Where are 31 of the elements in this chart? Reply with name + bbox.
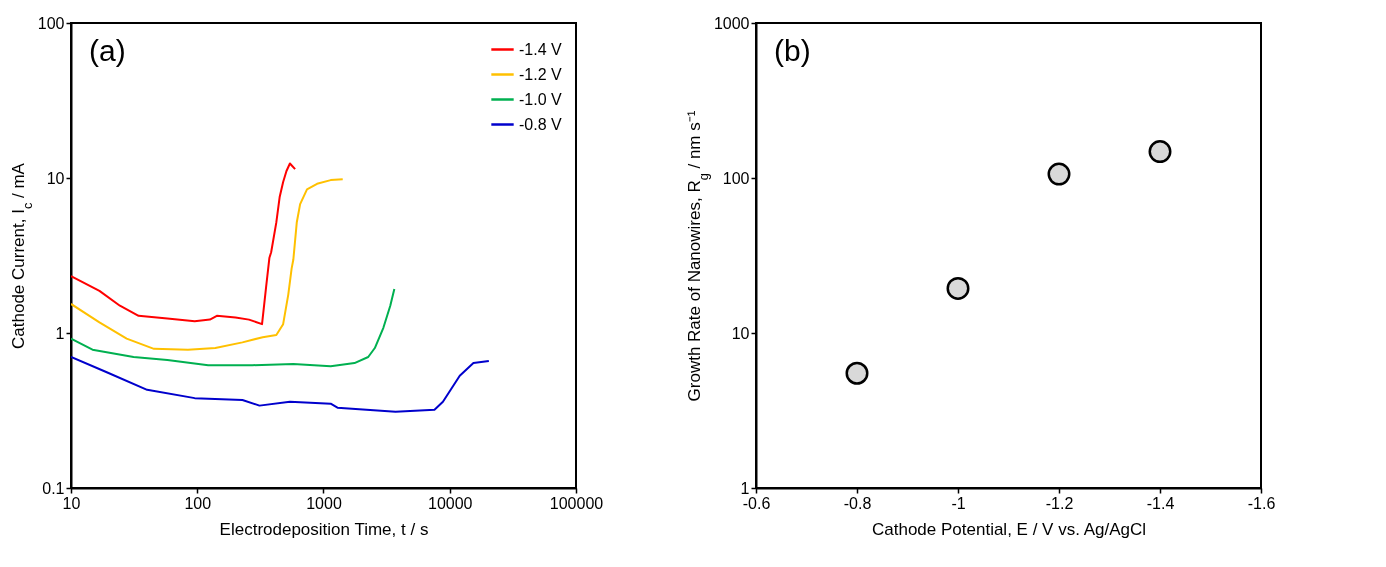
x-tick-label: 10000: [428, 494, 473, 512]
point: [845, 361, 869, 385]
point: [1047, 162, 1071, 186]
x-tick-label: -1.6: [1247, 494, 1276, 512]
x-tick-label: 100000: [549, 494, 604, 512]
y-tick-label: 10: [46, 169, 65, 187]
x-tick-label: -1.2: [1045, 494, 1074, 512]
x-axis-title: Cathode Potential, E / V vs. Ag/AgCl: [871, 519, 1147, 539]
x-tick-label: -0.8: [843, 494, 872, 512]
y-tick-label: 0.1: [42, 479, 65, 497]
annotation: (b): [774, 34, 811, 67]
y-tick-label: 10: [731, 324, 750, 342]
x-axis-title: Electrodeposition Time, t / s: [219, 519, 429, 539]
y-tick-label: 1: [740, 479, 750, 497]
legend-label: -1.2 V: [519, 65, 563, 83]
x-tick-label: 1000: [306, 494, 342, 512]
point: [946, 276, 970, 300]
x-tick-label: -1: [951, 494, 966, 512]
legend-label: -1.0 V: [519, 90, 563, 108]
annotation: (a): [89, 34, 126, 67]
legend-label: -1.4 V: [519, 40, 563, 58]
y-tick-label: 100: [37, 14, 65, 32]
x-tick-label: -1.4: [1146, 494, 1175, 512]
y-tick-label: 1: [55, 324, 65, 342]
point: [1148, 140, 1172, 164]
y-tick-label: 1000: [713, 14, 750, 32]
x-tick-label: -0.6: [742, 494, 771, 512]
y-tick-label: 100: [722, 169, 750, 187]
x-tick-label: 100: [184, 494, 212, 512]
legend-label: -0.8 V: [519, 115, 563, 133]
x-tick-label: 10: [62, 494, 81, 512]
